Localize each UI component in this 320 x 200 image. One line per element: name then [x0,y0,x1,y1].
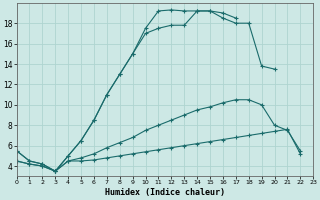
X-axis label: Humidex (Indice chaleur): Humidex (Indice chaleur) [105,188,225,197]
